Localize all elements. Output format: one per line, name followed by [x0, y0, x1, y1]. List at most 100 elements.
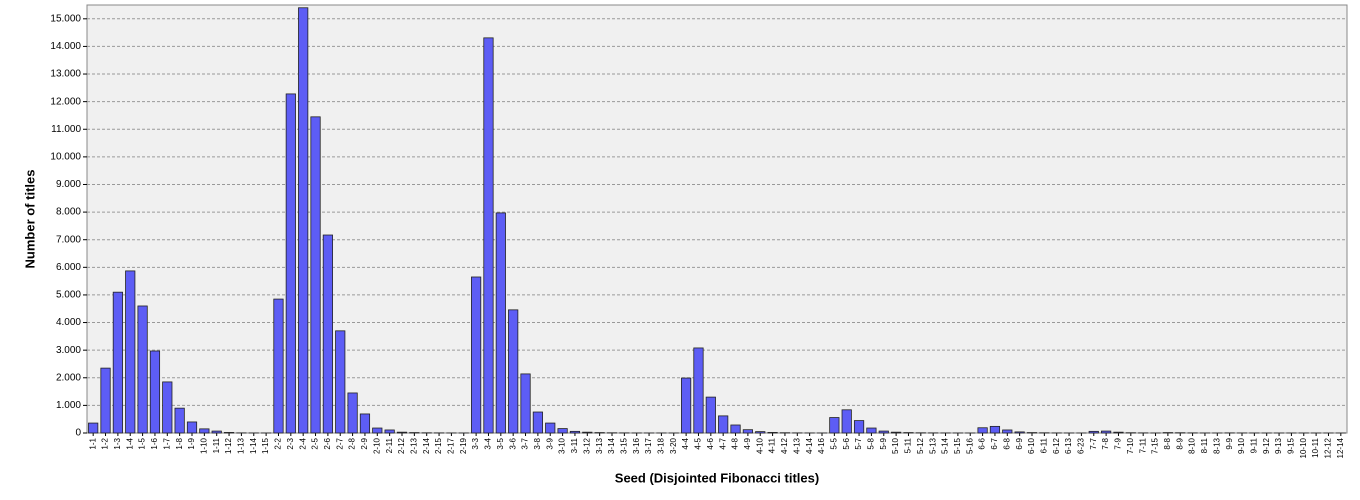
x-tick-label: 1-1 [88, 437, 97, 449]
x-tick-label: 5-13 [928, 437, 937, 454]
y-tick-label: 2.000 [56, 372, 81, 383]
bar [199, 428, 210, 434]
bar [125, 270, 136, 434]
x-tick-label: 6-8 [1002, 437, 1011, 449]
x-tick-label: 3-17 [644, 437, 653, 454]
bar [520, 373, 531, 434]
x-tick-label: 1-12 [224, 437, 233, 454]
x-tick-label: 4-8 [731, 437, 740, 449]
bar [100, 367, 111, 434]
bar [767, 432, 778, 434]
bar [298, 7, 309, 434]
x-tick-label: 3-14 [607, 437, 616, 454]
x-tick-label: 2-15 [434, 437, 443, 454]
y-tick-label: 14.000 [50, 41, 81, 52]
x-tick-label: 2-8 [348, 437, 357, 449]
x-tick-label: 1-11 [212, 437, 221, 453]
x-tick-label: 3-13 [595, 437, 604, 454]
x-tick-label: 4-12 [780, 437, 789, 454]
x-tick-label: 5-5 [829, 437, 838, 449]
x-tick-label: 1-3 [113, 437, 122, 449]
x-tick-label: 4-7 [718, 437, 727, 449]
x-tick-label: 4-13 [792, 437, 801, 454]
x-tick-label: 6-9 [1015, 437, 1024, 449]
x-tick-label: 3-8 [533, 437, 542, 449]
bar [977, 427, 988, 434]
x-tick-label: 5-12 [916, 437, 925, 454]
x-tick-label: 1-15 [261, 437, 270, 454]
x-tick-label: 2-14 [422, 437, 431, 454]
x-tick-label: 6-13 [1064, 437, 1073, 454]
x-tick-label: 5-11 [904, 437, 913, 453]
x-tick-label: 3-20 [669, 437, 678, 454]
x-tick-label: 2-2 [274, 437, 283, 449]
bar [829, 417, 840, 434]
bar [755, 431, 766, 434]
x-tick-label: 3-18 [657, 437, 666, 454]
x-tick-label: 5-6 [842, 437, 851, 449]
bar [174, 407, 185, 434]
bar [989, 425, 1001, 434]
bar [347, 392, 358, 434]
bar [483, 37, 494, 434]
bar [495, 212, 506, 434]
x-tick-label: 5-16 [965, 437, 974, 454]
x-tick-label: 2-17 [447, 437, 456, 454]
x-tick-label: 5-15 [953, 437, 962, 454]
x-tick-label: 8-9 [1175, 437, 1184, 449]
x-tick-label: 2-13 [409, 437, 418, 454]
bar [853, 420, 865, 434]
x-tick-label: 3-11 [570, 437, 579, 453]
x-tick-label: 3-16 [632, 437, 641, 454]
bar [396, 431, 408, 434]
bar [285, 93, 296, 434]
x-tick-label: 5-14 [941, 437, 950, 454]
x-tick-label: 3-12 [582, 437, 591, 454]
x-tick-label: 2-5 [311, 437, 320, 449]
bar [681, 377, 692, 434]
x-tick-label: 8-8 [1163, 437, 1172, 449]
bar [372, 427, 383, 434]
x-tick-label: 8-13 [1212, 437, 1221, 454]
bar [149, 350, 161, 434]
x-tick-label: 3-4 [484, 437, 493, 449]
bar [891, 431, 902, 434]
bar [112, 291, 123, 434]
x-tick-label: 1-2 [101, 437, 110, 449]
bar [137, 305, 148, 434]
y-tick-label: 7.000 [56, 234, 81, 245]
x-tick-label: 3-3 [471, 437, 480, 449]
bar [730, 424, 741, 434]
x-tick-label: 6-7 [990, 437, 999, 449]
x-tick-label: 5-7 [854, 437, 863, 449]
x-tick-label: 3-5 [496, 437, 505, 449]
x-tick-label: 7-9 [1114, 437, 1123, 449]
y-tick-label: 8.000 [56, 207, 81, 218]
bar [211, 430, 222, 434]
bar [532, 411, 543, 434]
y-tick-label: 10.000 [50, 152, 81, 163]
y-tick-label: 3.000 [56, 345, 81, 356]
y-tick-label: 1.000 [56, 400, 81, 411]
y-tick-label: 4.000 [56, 317, 81, 328]
y-axis-title: Number of titles [22, 170, 37, 269]
bar [322, 234, 333, 434]
x-tick-label: 4-4 [681, 437, 690, 449]
bar [471, 276, 482, 434]
x-tick-label: 5-9 [879, 437, 888, 449]
x-tick-label: 9-11 [1249, 437, 1258, 453]
bar [742, 429, 753, 434]
x-tick-label: 9-15 [1287, 437, 1296, 454]
x-axis-title: Seed (Disjointed Fibonacci titles) [615, 470, 819, 485]
x-tick-label: 6-11 [1039, 437, 1048, 453]
x-tick-label: 1-10 [199, 437, 208, 454]
y-tick-label: 0 [75, 428, 81, 439]
x-tick-label: 3-10 [558, 437, 567, 454]
bar [841, 409, 852, 434]
x-tick-label: 2-3 [286, 437, 295, 449]
y-tick-label: 12.000 [50, 96, 81, 107]
x-tick-label: 4-10 [755, 437, 764, 454]
x-tick-label: 2-10 [372, 437, 381, 454]
x-tick-label: 6-10 [1027, 437, 1036, 454]
